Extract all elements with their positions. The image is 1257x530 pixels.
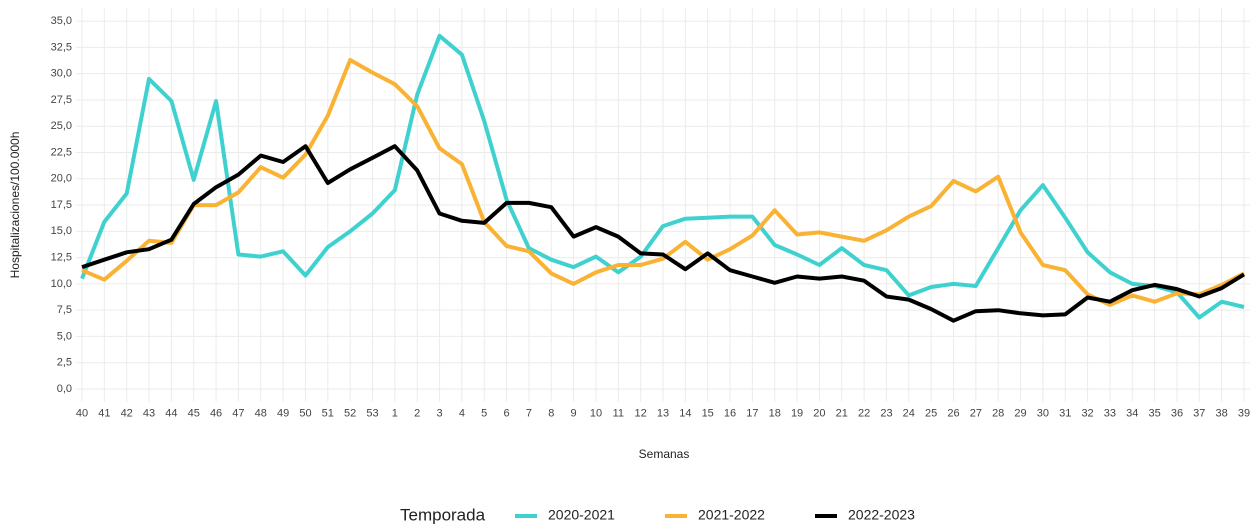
x-tick-label: 53 (366, 408, 378, 420)
y-tick-label: 27,5 (51, 94, 72, 106)
x-tick-label: 15 (702, 408, 714, 420)
x-tick-label: 11 (613, 408, 624, 420)
x-tick-label: 47 (232, 408, 244, 420)
x-tick-label: 43 (143, 408, 155, 420)
x-axis-label: Semanas (639, 447, 690, 461)
x-tick-label: 29 (1014, 408, 1026, 420)
x-tick-label: 44 (165, 408, 177, 420)
x-tick-label: 9 (571, 408, 577, 420)
y-tick-label: 10,0 (51, 278, 72, 290)
x-tick-label: 1 (392, 408, 398, 420)
x-tick-label: 3 (436, 408, 442, 420)
x-tick-label: 45 (188, 408, 200, 420)
x-tick-label: 32 (1081, 408, 1093, 420)
x-tick-label: 50 (299, 408, 311, 420)
line-series (81, 58, 1245, 307)
legend-title: Temporada (400, 505, 486, 524)
y-tick-label: 20,0 (51, 173, 72, 185)
legend-label: 2020-2021 (548, 507, 615, 523)
x-tick-label: 7 (526, 408, 532, 420)
y-tick-label: 7,5 (57, 304, 72, 316)
x-tick-label: 25 (925, 408, 937, 420)
x-tick-label: 34 (1126, 408, 1138, 420)
x-tick-label: 10 (590, 408, 602, 420)
x-tick-label: 49 (277, 408, 289, 420)
x-tick-label: 35 (1148, 408, 1160, 420)
x-tick-label: 41 (98, 408, 110, 420)
x-tick-label: 27 (970, 408, 982, 420)
line-series (80, 33, 1245, 320)
x-tick-label: 17 (746, 408, 758, 420)
x-tick-label: 12 (635, 408, 647, 420)
y-tick-label: 12,5 (51, 252, 72, 264)
x-tick-label: 19 (791, 408, 803, 420)
x-tick-label: 4 (459, 408, 465, 420)
legend-label: 2021-2022 (698, 507, 765, 523)
x-tick-label: 24 (903, 408, 915, 420)
x-tick-label: 8 (548, 408, 554, 420)
x-tick-label: 18 (769, 408, 781, 420)
x-tick-label: 38 (1216, 408, 1228, 420)
x-tick-label: 37 (1193, 408, 1205, 420)
x-tick-label: 23 (880, 408, 892, 420)
x-tick-label: 6 (504, 408, 510, 420)
x-tick-label: 39 (1238, 408, 1250, 420)
y-tick-label: 5,0 (57, 330, 72, 342)
x-tick-label: 16 (724, 408, 736, 420)
x-tick-label: 36 (1171, 408, 1183, 420)
x-tick-label: 30 (1037, 408, 1049, 420)
y-tick-label: 15,0 (51, 225, 72, 237)
x-tick-label: 22 (858, 408, 870, 420)
x-tick-label: 28 (992, 408, 1004, 420)
x-tick-label: 46 (210, 408, 222, 420)
x-tick-label: 2 (414, 408, 420, 420)
x-tick-label: 21 (836, 408, 848, 420)
x-tick-label: 26 (947, 408, 959, 420)
y-tick-label: 35,0 (51, 15, 72, 27)
x-tick-label: 5 (481, 408, 487, 420)
legend-label: 2022-2023 (848, 507, 915, 523)
x-tick-label: 40 (76, 408, 88, 420)
x-tick-label: 42 (121, 408, 133, 420)
x-tick-label: 48 (255, 408, 267, 420)
x-tick-label: 33 (1104, 408, 1116, 420)
y-tick-label: 25,0 (51, 120, 72, 132)
y-tick-label: 0,0 (57, 383, 72, 395)
y-tick-label: 2,5 (57, 357, 72, 369)
x-tick-label: 51 (322, 408, 334, 420)
x-tick-label: 14 (679, 408, 691, 420)
x-tick-label: 13 (657, 408, 669, 420)
x-tick-label: 20 (813, 408, 825, 420)
y-tick-label: 22,5 (51, 146, 72, 158)
x-tick-label: 52 (344, 408, 356, 420)
y-tick-label: 32,5 (51, 41, 72, 53)
y-tick-label: 30,0 (51, 68, 72, 80)
x-tick-label: 31 (1059, 408, 1071, 420)
y-axis-label: Hospitalizaciones/100.000h (8, 132, 22, 279)
y-tick-label: 17,5 (51, 199, 72, 211)
line-series (81, 144, 1246, 323)
